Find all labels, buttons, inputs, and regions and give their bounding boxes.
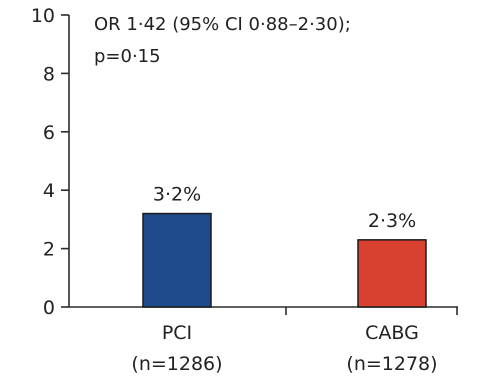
p-value-text: p=0·15 (94, 46, 161, 67)
category-sublabel: (n=1278) (346, 353, 437, 375)
y-tick-label: 6 (43, 122, 55, 144)
odds-ratio-text: OR 1·42 (95% CI 0·88–2·30); (94, 14, 351, 35)
bar-cabg (357, 239, 427, 308)
y-tick-label: 10 (31, 5, 55, 27)
category-sublabel: (n=1286) (131, 353, 222, 375)
x-axis: PCI (n=1286) CABG (n=1278) (69, 306, 458, 375)
y-tick-label: 4 (43, 180, 55, 202)
category-label: CABG (365, 322, 419, 344)
bars: 3·2% 2·3% (142, 184, 427, 308)
value-label: 2·3% (368, 210, 416, 232)
category-label: PCI (162, 322, 192, 344)
y-tick-label: 8 (43, 63, 55, 85)
annotation: OR 1·42 (95% CI 0·88–2·30); p=0·15 (94, 14, 351, 67)
y-tick-label: 2 (43, 239, 55, 261)
y-tick-label: 0 (43, 297, 55, 319)
y-axis: 0 2 4 6 8 10 (31, 5, 70, 319)
bar-pci (142, 212, 212, 308)
value-label: 3·2% (153, 184, 201, 206)
